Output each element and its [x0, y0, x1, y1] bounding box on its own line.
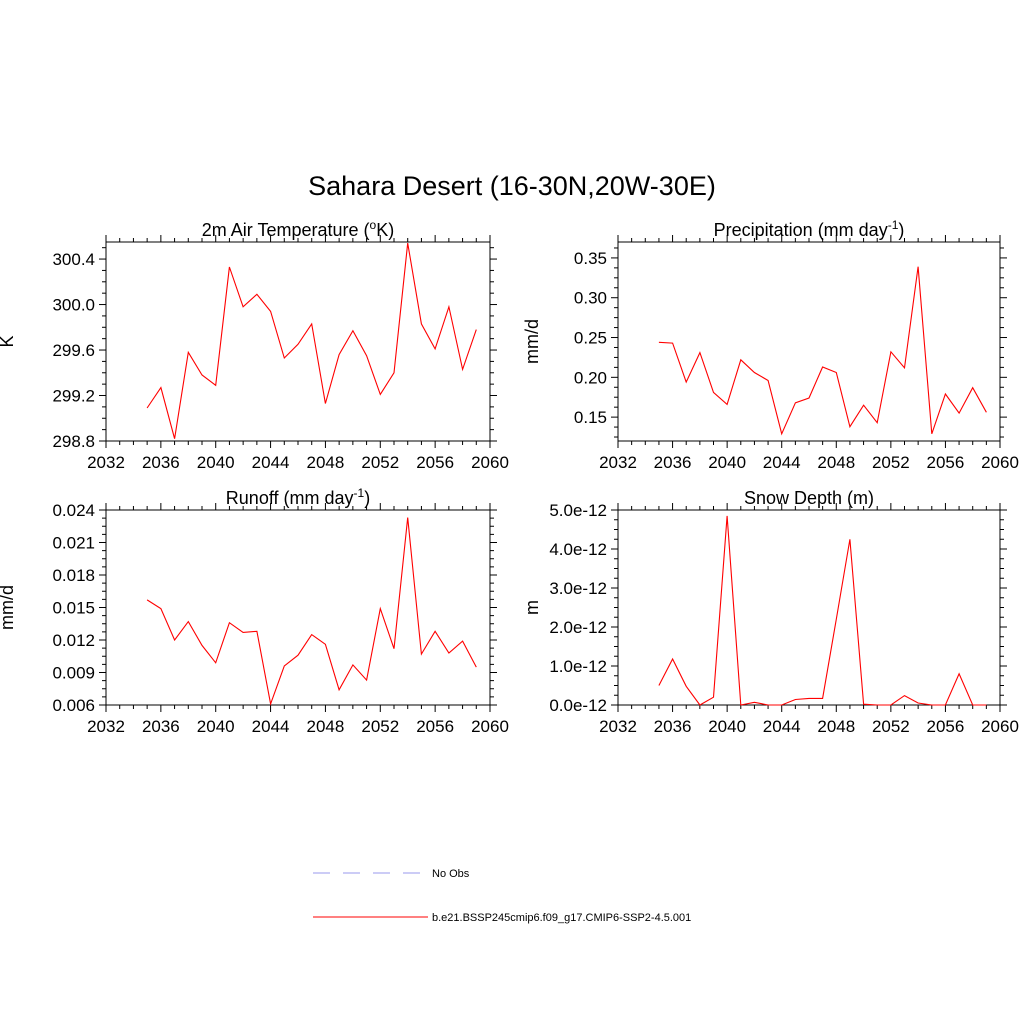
y-tick-label: 300.4 [52, 250, 95, 269]
x-tick-label: 2032 [599, 717, 637, 736]
x-tick-label: 2048 [817, 717, 855, 736]
y-tick-label: 0.015 [52, 599, 95, 618]
x-tick-label: 2052 [361, 717, 399, 736]
x-tick-label: 2032 [87, 453, 125, 472]
series-line-temperature [146, 243, 477, 439]
y-tick-label: 0.024 [52, 501, 95, 520]
y-tick-label: 299.2 [52, 387, 95, 406]
y-tick-label: 2.0e-12 [549, 618, 607, 637]
x-tick-label: 2048 [307, 453, 345, 472]
y-tick-label: 0.009 [52, 664, 95, 683]
x-tick-label: 2060 [981, 453, 1019, 472]
panel-precipitation: Precipitation (mm day-1) 2032 2036 2040 2044… [522, 218, 1019, 472]
y-tick-label: 0.018 [52, 566, 95, 585]
y-tick-label: 4.0e-12 [549, 540, 607, 559]
x-tick-label: 2044 [252, 453, 290, 472]
panel-runoff: Runoff (mm day-1) 2032 2036 2040 2044 2048 205… [0, 486, 509, 736]
panel-title-snow-depth: Snow Depth (m) [744, 488, 874, 508]
x-tick-label: 2056 [416, 717, 454, 736]
x-tick-label: 2052 [361, 453, 399, 472]
y-tick-label: 0.35 [574, 249, 607, 268]
figure-title: Sahara Desert (16-30N,20W-30E) [308, 171, 716, 201]
y-tick-label: 298.8 [52, 432, 95, 451]
x-tick-label: 2056 [927, 453, 965, 472]
x-tick-label: 2040 [708, 717, 746, 736]
y-axis-label-temperature: K [0, 335, 17, 347]
x-tick-label: 2056 [416, 453, 454, 472]
y-axis-label-runoff: mm/d [0, 585, 17, 630]
panel-title-runoff: Runoff (mm day-1) [226, 486, 370, 508]
y-tick-label: 0.0e-12 [549, 696, 607, 715]
x-tick-label: 2040 [708, 453, 746, 472]
series-line-snow-depth [658, 515, 987, 706]
x-tick-label: 2036 [654, 717, 692, 736]
legend-label-model: b.e21.BSSP245cmip6.f09_g17.CMIP6-SSP2-4.… [432, 912, 691, 924]
x-tick-label: 2060 [471, 717, 509, 736]
panel-title-temperature: 2m Air Temperature (oK) [202, 218, 394, 240]
x-tick-label: 2036 [142, 453, 180, 472]
x-tick-label: 2044 [763, 717, 801, 736]
x-tick-label: 2044 [763, 453, 801, 472]
y-tick-label: 0.15 [574, 408, 607, 427]
x-tick-label: 2032 [87, 717, 125, 736]
y-axis-label-snow-depth: m [522, 600, 542, 615]
y-tick-label: 5.0e-12 [549, 501, 607, 520]
y-tick-label: 0.30 [574, 289, 607, 308]
x-tick-label: 2032 [599, 453, 637, 472]
y-tick-label: 0.25 [574, 329, 607, 348]
x-tick-label: 2060 [471, 453, 509, 472]
panel-temperature: 2m Air Temperature (oK) 2032 2036 2040 2044 2… [0, 218, 509, 472]
series-line-precipitation [658, 266, 987, 436]
x-tick-label: 2036 [142, 717, 180, 736]
y-tick-label: 300.0 [52, 296, 95, 315]
y-tick-label: 0.012 [52, 631, 95, 650]
y-tick-label: 0.20 [574, 368, 607, 387]
x-tick-label: 2048 [307, 717, 345, 736]
x-tick-label: 2040 [197, 717, 235, 736]
panel-title-precipitation: Precipitation (mm day-1) [714, 218, 905, 240]
x-tick-label: 2048 [817, 453, 855, 472]
series-line-runoff [146, 517, 477, 706]
x-tick-label: 2052 [872, 717, 910, 736]
x-tick-label: 2040 [197, 453, 235, 472]
x-tick-label: 2044 [252, 717, 290, 736]
panel-snow-depth: Snow Depth (m) 2032 2036 2040 2044 2048 2052 20… [522, 488, 1019, 736]
x-tick-label: 2056 [927, 717, 965, 736]
chart-panels: 2m Air Temperature (oK) 2032 2036 2040 2044 2… [0, 218, 1019, 736]
y-tick-label: 1.0e-12 [549, 657, 607, 676]
x-tick-label: 2036 [654, 453, 692, 472]
x-tick-label: 2060 [981, 717, 1019, 736]
y-tick-label: 0.021 [52, 534, 95, 553]
x-tick-label: 2052 [872, 453, 910, 472]
y-tick-label: 0.006 [52, 696, 95, 715]
y-tick-label: 3.0e-12 [549, 579, 607, 598]
y-tick-label: 299.6 [52, 341, 95, 360]
legend: No Obs b.e21.BSSP245cmip6.f09_g17.CMIP6-S… [313, 868, 691, 924]
y-axis-label-precipitation: mm/d [522, 319, 542, 364]
legend-label-obs: No Obs [432, 868, 470, 880]
